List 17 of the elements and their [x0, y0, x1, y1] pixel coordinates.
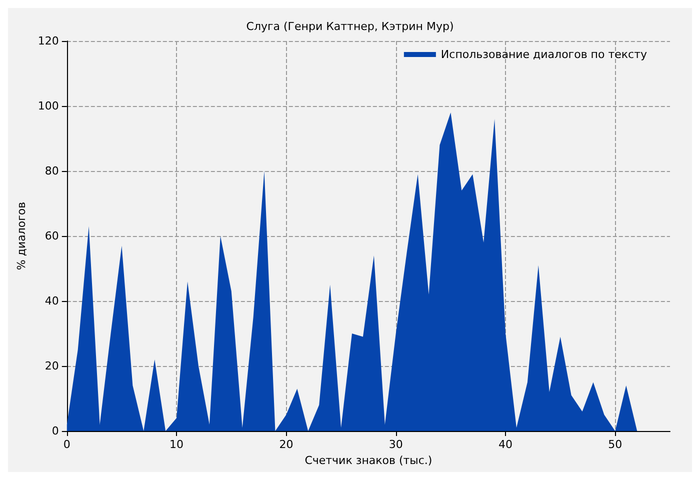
x-axis-title: Счетчик знаков (тыс.) [304, 454, 432, 467]
x-tick-label: 20 [279, 438, 294, 451]
chart-title: Слуга (Генри Каттнер, Кэтрин Мур) [246, 20, 454, 33]
x-tick-label: 40 [498, 438, 513, 451]
x-tick-label: 30 [388, 438, 403, 451]
y-tick-label: 80 [44, 164, 59, 178]
y-axis-title: % диалогов [15, 202, 28, 270]
legend-label: Использование диалогов по тексту [440, 48, 648, 61]
x-tick-label: 0 [63, 438, 70, 451]
y-tick-label: 0 [52, 424, 59, 438]
y-tick-label: 100 [38, 100, 59, 112]
y-tick-label: 40 [44, 294, 59, 308]
y-tick-label: 120 [38, 34, 59, 48]
x-tick-label: 10 [170, 438, 184, 451]
x-tick-label: 50 [608, 438, 622, 451]
y-tick-label: 60 [44, 230, 59, 242]
y-tick-label: 20 [44, 360, 59, 372]
